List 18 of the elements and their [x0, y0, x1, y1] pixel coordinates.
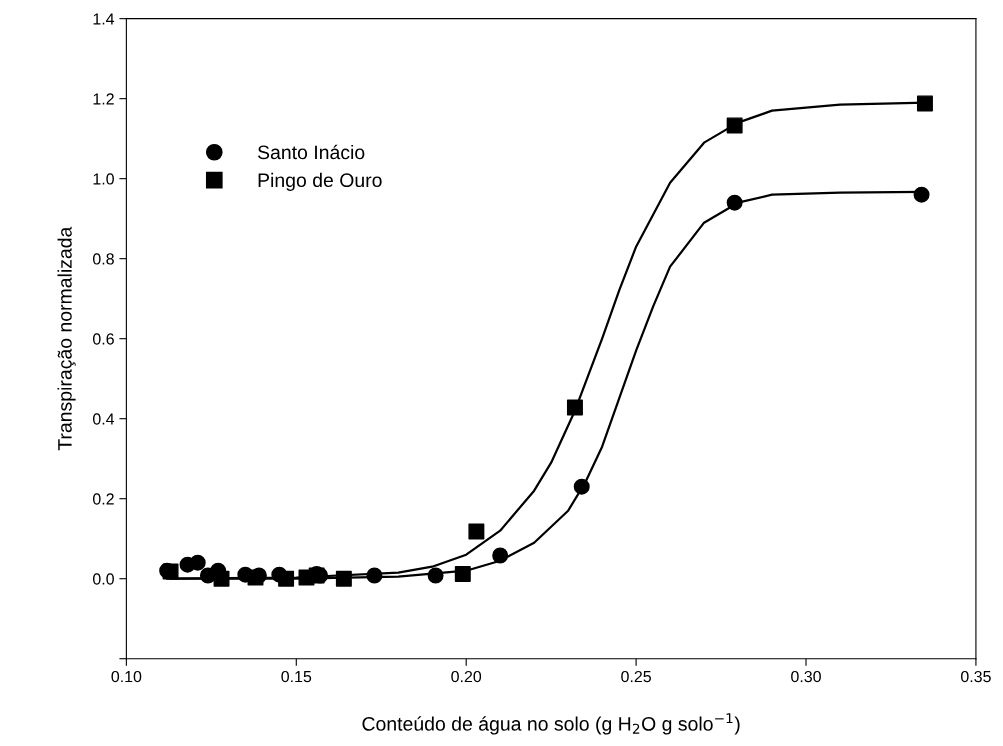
- y-tick-label: 0.4: [92, 413, 115, 425]
- legend-label: Santo Inácio: [257, 144, 365, 160]
- y-tick-label: 0.0: [92, 573, 114, 585]
- y-tick-label: 0.2: [92, 493, 114, 505]
- x-axis-title: Conteúdo de água no solo (g H$_{2}$O g solo$^{−1}$): [362, 713, 740, 735]
- x-tick-label: 0.20: [451, 670, 482, 683]
- x-tick-label: 0.25: [621, 670, 651, 683]
- y-tick-label: 1.2: [93, 93, 114, 105]
- x-tick-label: 0.10: [111, 670, 142, 683]
- legend-label: Pingo de Ouro: [258, 172, 382, 191]
- x-tick-label: 0.15: [281, 670, 312, 683]
- x-tick-label: 0.35: [961, 670, 991, 683]
- x-tick-label: 0.30: [791, 670, 821, 683]
- y-tick-label: 0.6: [92, 333, 114, 345]
- y-axis-title: Transpiração normalizada: [57, 226, 76, 451]
- y-tick-label: 0.8: [92, 253, 114, 265]
- y-tick-label: 1.0: [93, 173, 114, 185]
- y-tick-label: 1.4: [93, 13, 115, 25]
